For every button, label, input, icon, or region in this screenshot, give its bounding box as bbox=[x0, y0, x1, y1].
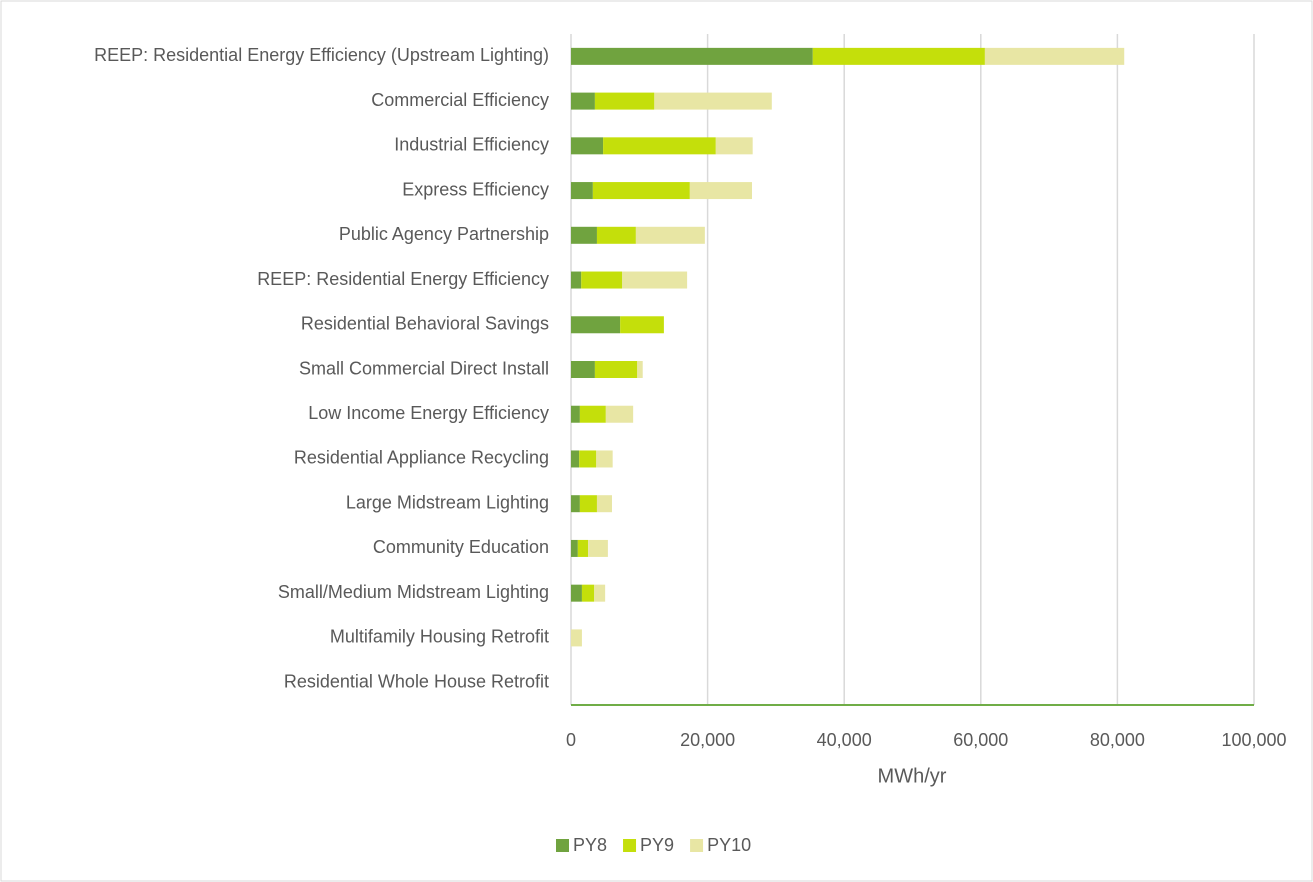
bar bbox=[596, 226, 636, 244]
bar bbox=[571, 182, 593, 200]
bar bbox=[603, 137, 716, 155]
bar bbox=[571, 450, 580, 468]
x-tick-label: 20,000 bbox=[680, 730, 735, 750]
y-tick-label: Small Commercial Direct Install bbox=[299, 358, 549, 378]
y-tick-label: Residential Whole House Retrofit bbox=[284, 671, 549, 691]
y-tick-label: REEP: Residential Energy Efficiency (Ups… bbox=[94, 45, 549, 65]
x-tick-label: 0 bbox=[566, 730, 576, 750]
x-axis-label: MWh/yr bbox=[878, 765, 947, 787]
bar bbox=[588, 539, 608, 557]
bar bbox=[689, 182, 752, 200]
bar bbox=[571, 271, 582, 289]
bar bbox=[579, 495, 597, 513]
legend-label: PY8 bbox=[573, 835, 607, 855]
legend-swatch bbox=[556, 839, 569, 852]
bar bbox=[812, 47, 985, 65]
bar bbox=[579, 450, 597, 468]
bar bbox=[637, 361, 643, 378]
bar bbox=[571, 405, 580, 423]
bar bbox=[620, 316, 664, 334]
bar bbox=[596, 495, 612, 513]
y-tick-label: Large Midstream Lighting bbox=[346, 492, 549, 512]
bar bbox=[577, 539, 589, 557]
bar bbox=[571, 47, 813, 65]
bar bbox=[571, 539, 578, 557]
bar bbox=[596, 450, 613, 468]
bar bbox=[571, 584, 582, 602]
bar bbox=[594, 361, 638, 378]
bar bbox=[571, 495, 580, 513]
y-tick-label: Residential Appliance Recycling bbox=[294, 448, 549, 468]
bar bbox=[571, 92, 595, 110]
bar bbox=[594, 584, 606, 602]
bar bbox=[984, 47, 1125, 65]
x-tick-label: 40,000 bbox=[817, 730, 872, 750]
x-tick-label: 100,000 bbox=[1221, 730, 1286, 750]
bar bbox=[594, 92, 655, 110]
y-tick-label: Small/Medium Midstream Lighting bbox=[278, 582, 549, 602]
y-tick-label: Public Agency Partnership bbox=[339, 224, 549, 244]
y-tick-label: Industrial Efficiency bbox=[394, 135, 549, 155]
legend-swatch bbox=[690, 839, 704, 852]
bar bbox=[581, 584, 595, 602]
x-tick-label: 80,000 bbox=[1090, 730, 1145, 750]
y-tick-label: Residential Behavioral Savings bbox=[301, 314, 549, 334]
x-tick-label: 60,000 bbox=[953, 730, 1008, 750]
bar bbox=[571, 226, 597, 244]
legend-swatch bbox=[623, 839, 637, 852]
legend-label: PY10 bbox=[707, 835, 751, 855]
y-tick-label: Low Income Energy Efficiency bbox=[308, 403, 549, 423]
y-tick-label: Multifamily Housing Retrofit bbox=[330, 627, 549, 647]
bar bbox=[571, 316, 621, 334]
bar bbox=[654, 92, 772, 110]
bar bbox=[635, 226, 705, 244]
bar bbox=[571, 361, 595, 378]
y-tick-label: Commercial Efficiency bbox=[371, 90, 549, 110]
y-tick-label: Community Education bbox=[373, 537, 549, 557]
y-tick-label: REEP: Residential Energy Efficiency bbox=[257, 269, 549, 289]
y-tick-label: Express Efficiency bbox=[402, 179, 549, 199]
bar bbox=[592, 182, 690, 200]
bar bbox=[622, 271, 688, 289]
bar bbox=[571, 629, 582, 647]
bar bbox=[581, 271, 623, 289]
bar bbox=[715, 137, 753, 155]
bar bbox=[571, 137, 604, 155]
bar bbox=[605, 405, 634, 423]
legend-label: PY9 bbox=[640, 835, 674, 855]
bar bbox=[579, 405, 606, 423]
